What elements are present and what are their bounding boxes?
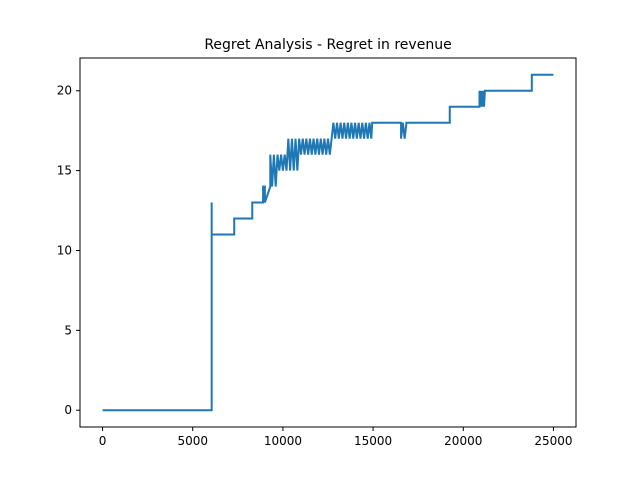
y-tick-label: 20 bbox=[57, 84, 72, 98]
plot-area bbox=[102, 73, 554, 412]
axes-frame bbox=[79, 57, 577, 428]
y-tick-label: 15 bbox=[57, 164, 72, 178]
x-tick-label: 10000 bbox=[264, 434, 302, 448]
x-tick-label: 5000 bbox=[177, 434, 208, 448]
series-line-0 bbox=[102, 73, 554, 412]
x-tick-label: 25000 bbox=[534, 434, 572, 448]
y-tick-label: 0 bbox=[64, 403, 72, 417]
axis-ticks: 0 5000 10000 15000 20000 25000 0 5 10 15 20 bbox=[57, 84, 573, 448]
chart-title: Regret Analysis - Regret in revenue bbox=[204, 37, 451, 53]
x-tick-label: 0 bbox=[99, 434, 107, 448]
y-tick-label: 10 bbox=[57, 243, 72, 257]
x-tick-label: 15000 bbox=[354, 434, 392, 448]
x-tick-label: 20000 bbox=[444, 434, 482, 448]
y-tick-label: 5 bbox=[64, 323, 72, 337]
